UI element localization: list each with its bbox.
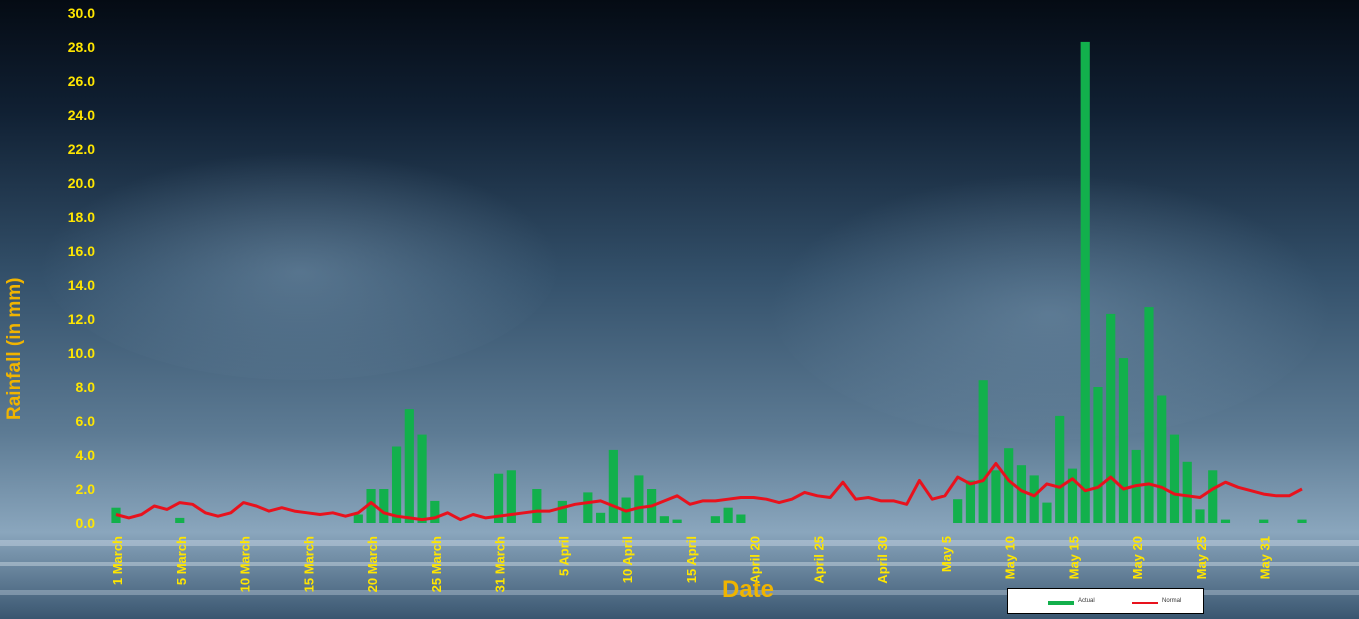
y-axis-label: Rainfall (in mm) <box>4 277 25 420</box>
x-tick-label: April 20 <box>748 536 763 584</box>
actual-bar <box>1004 448 1014 523</box>
x-tick-label: April 25 <box>811 536 826 584</box>
actual-bar <box>583 492 593 523</box>
y-tick-label: 18.0 <box>68 209 95 225</box>
y-tick-label: 2.0 <box>76 481 96 497</box>
y-tick-label: 16.0 <box>68 243 95 259</box>
actual-bar <box>991 470 1001 523</box>
actual-bar <box>608 449 618 523</box>
actual-bar <box>353 514 363 523</box>
actual-bar <box>1093 387 1103 523</box>
actual-bar <box>965 480 976 523</box>
x-tick-label: May 31 <box>1258 536 1273 579</box>
y-tick-label: 4.0 <box>76 447 96 463</box>
x-tick-label: 5 March <box>174 536 189 585</box>
y-tick-label: 14.0 <box>68 277 95 293</box>
x-tick-label: May 20 <box>1130 536 1145 579</box>
y-tick-label: 30.0 <box>68 5 95 21</box>
y-tick-label: 26.0 <box>68 73 95 89</box>
legend-swatch-normal <box>1132 602 1158 604</box>
actual-bar <box>1259 519 1269 523</box>
actual-bar <box>417 434 427 523</box>
x-tick-label: May 5 <box>939 536 954 572</box>
actual-bar <box>1297 519 1307 523</box>
y-tick-label: 10.0 <box>68 345 95 361</box>
y-tick-label: 20.0 <box>68 175 95 191</box>
actual-bar <box>596 512 606 523</box>
y-tick-label: 24.0 <box>68 107 95 123</box>
y-tick-label: 28.0 <box>68 39 95 55</box>
actual-bar <box>1055 415 1065 523</box>
actual-bar <box>723 507 733 523</box>
chart-legend: Actual Normal <box>1007 588 1204 614</box>
actual-bar <box>1080 41 1090 524</box>
legend-swatch-actual <box>1048 601 1074 605</box>
y-tick-label: 0.0 <box>76 515 96 531</box>
actual-bar <box>1195 509 1205 523</box>
actual-bar <box>506 470 516 523</box>
normal-series-line <box>115 462 1303 522</box>
actual-bar <box>1016 465 1027 523</box>
actual-bar <box>557 500 567 523</box>
x-tick-label: 15 April <box>684 536 699 583</box>
actual-bar <box>710 516 720 523</box>
legend-label-actual: Actual <box>1078 598 1095 604</box>
actual-bar <box>736 514 746 523</box>
actual-bar <box>953 499 963 523</box>
x-tick-label: May 10 <box>1003 536 1018 579</box>
actual-bar <box>404 409 414 523</box>
actual-bar <box>532 489 542 523</box>
actual-bar <box>1106 313 1116 523</box>
actual-bar <box>1157 395 1167 523</box>
actual-bar <box>1169 434 1180 523</box>
actual-bar <box>1029 475 1039 523</box>
actual-bar <box>1182 461 1192 523</box>
actual-bar <box>391 446 402 523</box>
x-tick-label: 10 April <box>620 536 635 583</box>
actual-bar <box>1067 468 1078 523</box>
actual-bar <box>175 517 185 523</box>
legend-label-normal: Normal <box>1162 598 1182 604</box>
x-tick-label: May 15 <box>1066 536 1081 579</box>
y-tick-label: 12.0 <box>68 311 95 327</box>
actual-bar <box>366 489 376 523</box>
actual-bar <box>493 473 504 523</box>
y-tick-label: 22.0 <box>68 141 95 157</box>
actual-bar <box>672 519 682 523</box>
actual-bar <box>978 380 988 523</box>
actual-bar <box>379 489 389 523</box>
x-tick-label: 5 April <box>556 536 571 576</box>
actual-bar <box>1118 358 1129 523</box>
actual-bar <box>1144 307 1154 523</box>
x-tick-label: 1 March <box>110 536 125 585</box>
x-tick-label: 31 March <box>493 536 508 592</box>
y-tick-label: 6.0 <box>76 413 96 429</box>
x-tick-label: 15 March <box>301 536 316 592</box>
x-tick-label: May 25 <box>1194 536 1209 579</box>
x-tick-label: 20 March <box>365 536 380 592</box>
actual-bar <box>430 500 440 523</box>
actual-bar <box>659 516 669 523</box>
y-tick-label: 8.0 <box>76 379 96 395</box>
x-tick-label: 25 March <box>429 536 444 592</box>
x-tick-label: April 30 <box>875 536 890 584</box>
x-tick-label: 10 March <box>238 536 253 592</box>
x-axis-label: Date <box>722 576 775 603</box>
actual-bar <box>1042 502 1052 523</box>
actual-bar <box>634 475 644 523</box>
actual-bar <box>1220 519 1231 523</box>
actual-bar <box>1208 470 1218 523</box>
